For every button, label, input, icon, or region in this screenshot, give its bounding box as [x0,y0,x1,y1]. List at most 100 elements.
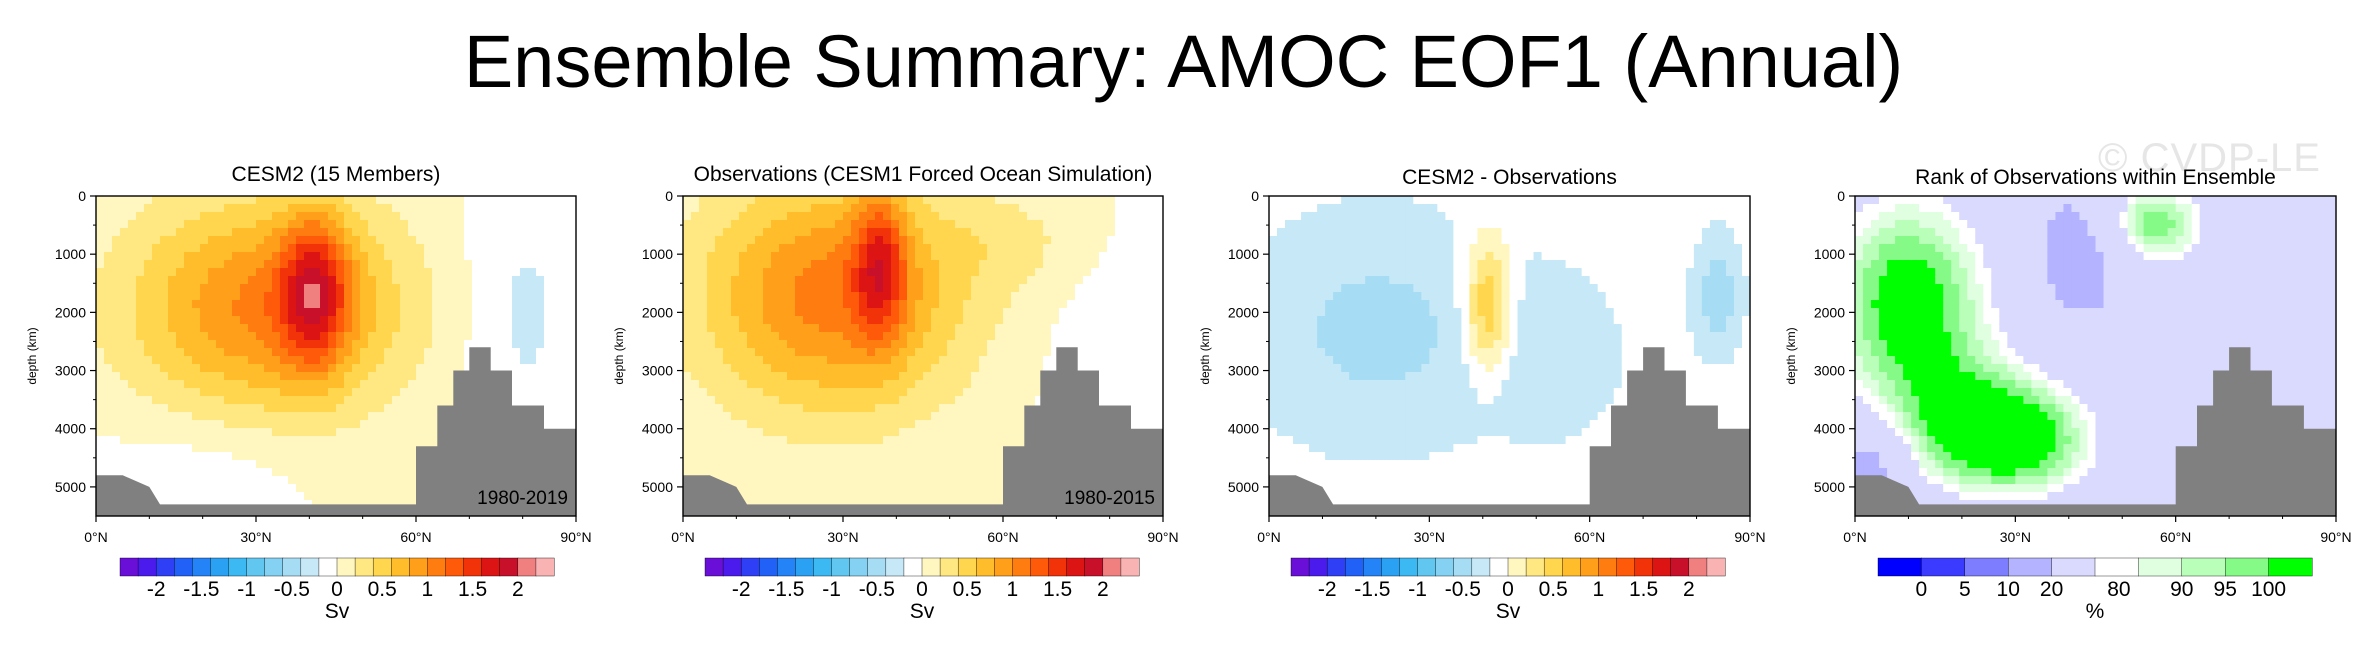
field-cell [947,308,956,317]
field-cell [987,332,996,341]
field-cell [1115,372,1124,381]
field-cell [328,444,337,453]
field-cell [979,204,988,213]
field-cell [248,332,257,341]
field-cell [819,340,828,349]
field-cell [376,260,385,269]
field-cell [1123,340,1132,349]
field-cell [891,436,900,445]
field-cell [160,372,169,381]
field-cell [723,356,732,365]
field-cell [1123,324,1132,333]
field-cell [899,388,908,397]
field-cell [803,492,812,501]
field-cell [208,428,217,437]
field-cell [296,340,305,349]
field-cell [520,356,529,365]
field-cell [1147,284,1156,293]
field-cell [979,348,988,357]
field-cell [368,428,377,437]
y-axis-label: depth (km) [612,327,626,384]
field-cell [312,500,321,509]
field-cell [739,460,748,469]
field-cell [496,204,505,213]
field-cell [544,332,553,341]
field-cell [699,300,708,309]
field-cell [827,492,836,501]
field-cell [344,356,353,365]
field-cell [995,484,1004,493]
field-cell [528,324,537,333]
field-cell [875,300,884,309]
y-tick-label: 2000 [55,304,86,320]
field-cell [376,196,385,205]
field-cell [971,268,980,277]
field-cell [104,444,113,453]
plot-frame [682,195,1164,517]
field-cell [771,212,780,221]
field-cell [192,468,201,477]
field-cell [536,308,545,317]
field-cell [528,380,537,389]
field-cell [1035,220,1044,229]
field-cell [424,228,433,237]
field-cell [224,212,233,221]
field-cell [963,484,972,493]
field-cell [272,276,281,285]
field-cell [1123,268,1132,277]
field-cell [568,308,577,317]
field-cell [200,324,209,333]
field-cell [819,420,828,429]
field-cell [747,348,756,357]
field-cell [875,492,884,501]
field-cell [520,252,529,261]
field-cell [96,236,105,245]
field-cell [432,332,441,341]
field-cell [240,260,249,269]
field-cell [883,404,892,413]
field-cell [987,260,996,269]
field-cell [1139,372,1148,381]
field-cell [1269,452,1278,461]
field-cell [747,340,756,349]
field-cell [232,316,241,325]
field-cell [779,500,788,509]
field-cell [987,268,996,277]
y-axis-label: depth (km) [25,327,39,384]
field-cell [723,412,732,421]
field-cell [827,220,836,229]
field-cell [272,268,281,277]
field-cell [488,196,497,205]
field-cell [200,276,209,285]
field-cell [368,396,377,405]
field-cell [1123,388,1132,397]
field-cell [272,444,281,453]
field-cell [360,300,369,309]
field-cell [272,436,281,445]
field-cell [755,460,764,469]
field-cell [144,428,153,437]
field-cell [480,316,489,325]
field-cell [240,412,249,421]
field-cell [424,276,433,285]
field-cell [304,308,313,317]
field-cell [803,460,812,469]
field-cell [1115,364,1124,373]
field-cell [891,220,900,229]
field-cell [384,412,393,421]
field-cell [1123,348,1132,357]
field-cell [683,420,692,429]
field-cell [200,396,209,405]
field-cell [811,260,820,269]
field-cell [408,484,417,493]
field-cell [208,396,217,405]
field-cell [955,252,964,261]
colorbar-tick-label: 0.5 [368,578,397,601]
field-cell [979,396,988,405]
field-cell [216,460,225,469]
field-cell [384,220,393,229]
field-cell [795,332,804,341]
field-cell [771,260,780,269]
field-cell [232,260,241,269]
field-cell [947,364,956,373]
